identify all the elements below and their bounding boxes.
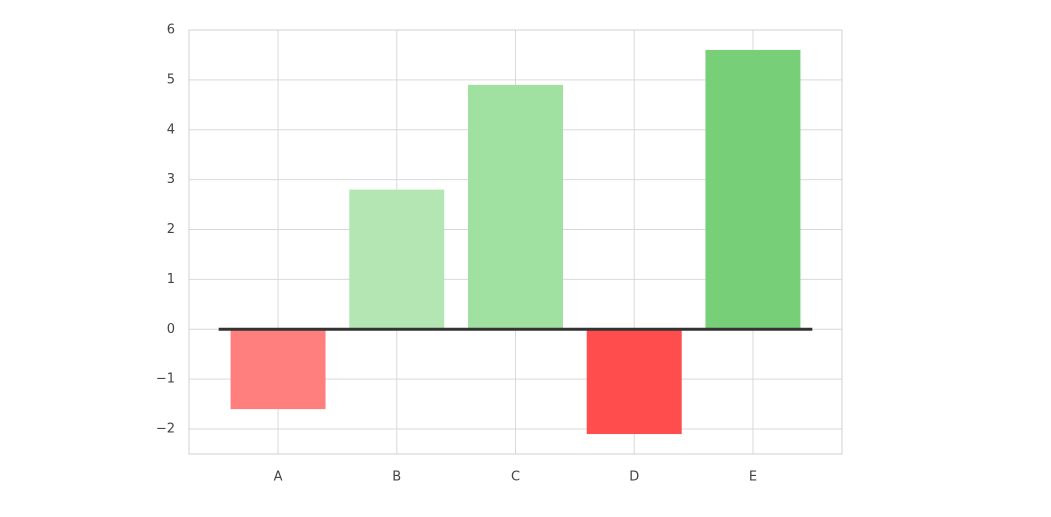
y-tick-label: 0 xyxy=(167,322,175,337)
y-tick-label: −2 xyxy=(156,422,175,437)
bar xyxy=(705,49,801,330)
y-tick-label: 3 xyxy=(167,172,175,187)
plot-frame xyxy=(188,29,843,455)
y-tick-label: 5 xyxy=(167,72,175,87)
y-tick-label: 4 xyxy=(167,122,175,137)
x-tick-label: C xyxy=(511,470,520,485)
bar xyxy=(349,189,445,330)
y-tick-label: 1 xyxy=(167,272,175,287)
x-tick-label: E xyxy=(749,470,757,485)
bar xyxy=(468,84,563,330)
y-tick-label: 2 xyxy=(167,222,175,237)
x-tick-label: A xyxy=(274,470,283,485)
x-tick-label: D xyxy=(629,470,639,485)
y-tick-label: 6 xyxy=(167,23,175,38)
bar xyxy=(586,329,682,435)
y-tick-label: −1 xyxy=(156,372,175,387)
bar xyxy=(230,329,326,410)
x-tick-label: B xyxy=(392,470,401,485)
